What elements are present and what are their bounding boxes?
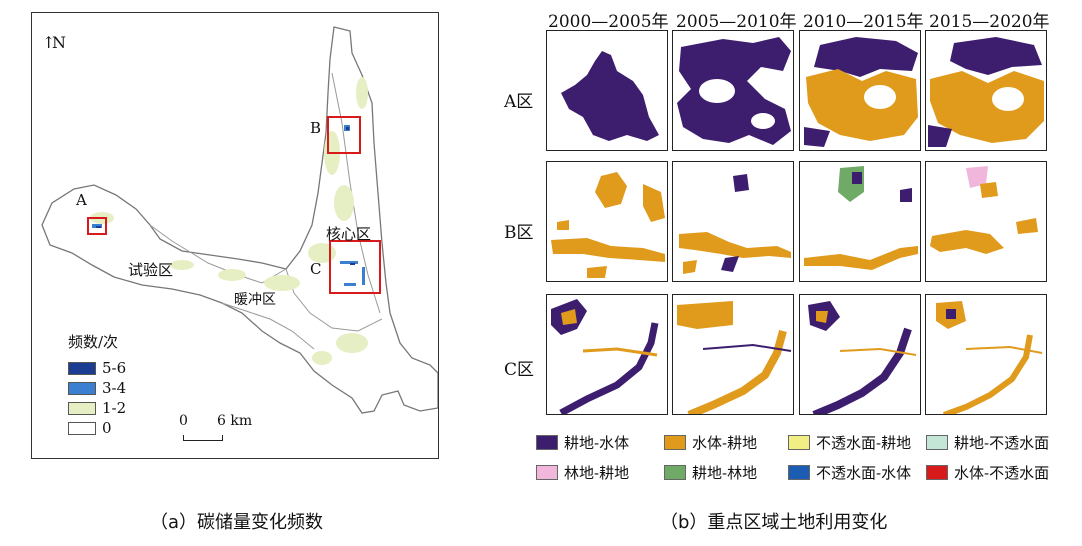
legend-label: 不透水面-水体 [816,464,912,482]
cell-a-2000-2005 [546,30,668,151]
legend-label: 5-6 [102,359,127,377]
cell-b-2000-2005 [546,161,668,282]
north-arrow-icon: ↑ [42,33,56,52]
north-arrow: ↑N [42,33,66,52]
high-frequency-patches [96,127,355,265]
zone-c-label: C [310,260,322,278]
legend-label: 不透水面-耕地 [816,434,912,452]
legend-swatch [68,401,96,415]
test-zone-label: 试验区 [128,261,174,279]
landuse-legend-item: 水体-耕地 [664,432,757,453]
legend-label: 0 [102,419,112,437]
cell-c-2010-2015 [799,294,921,415]
row-label-a: A区 [504,92,534,112]
buffer-zone-label: 暖冲区 [234,292,276,308]
row-label-c: C区 [504,360,535,380]
legend-label: 水体-耕地 [692,434,758,452]
zone-line [221,302,315,350]
legend-swatch [68,381,96,395]
caption-a: （a）碳储量变化频数 [150,512,324,533]
legend-swatch [536,465,558,480]
caption-b: （b）重点区域土地利用变化 [660,512,888,533]
cell-a-2010-2015 [799,30,921,151]
scale-value: 6 km [217,413,253,429]
carbon-change-frequency-map: ↑N A B C 核心区 试验区 暖冲区 频数/次 5-6 3-4 1-2 0 … [31,12,439,459]
period-header: 2000—2005年 [548,12,669,32]
cell-b-2010-2015 [799,161,921,282]
landuse-legend-item: 不透水面-耕地 [788,432,911,453]
cell-c-2000-2005 [546,294,668,415]
legend-swatch [536,435,558,450]
landuse-legend-item: 耕地-林地 [664,462,757,483]
north-label: N [52,33,66,52]
legend-title: 频数/次 [68,333,119,351]
core-zone-label: 核心区 [326,225,372,243]
legend-swatch [664,435,686,450]
legend-swatch [926,435,948,450]
landuse-legend-item: 耕地-水体 [536,432,629,453]
legend-item: 5-6 [68,358,126,378]
landuse-legend-item: 耕地-不透水面 [926,432,1049,453]
zone-line [331,72,381,314]
legend-label: 耕地-林地 [692,464,758,482]
frequency-legend: 频数/次 5-6 3-4 1-2 0 [68,331,126,438]
cell-a-2005-2010 [672,30,794,151]
legend-swatch [68,421,96,435]
landuse-legend-item: 林地-耕地 [536,462,629,483]
legend-swatch [926,465,948,480]
cell-c-2015-2020 [925,294,1047,415]
zone-c-box [329,240,381,294]
cell-b-2015-2020 [925,161,1047,282]
legend-item: 0 [68,418,126,438]
row-label-b: B区 [504,223,534,243]
zone-b-box [327,116,361,154]
legend-label: 耕地-水体 [564,434,630,452]
cell-a-2015-2020 [925,30,1047,151]
legend-label: 3-4 [102,379,127,397]
reserve-boundary-map [41,26,438,414]
zone-b-label: B [310,119,322,137]
legend-label: 耕地-不透水面 [954,434,1050,452]
cell-b-2005-2010 [672,161,794,282]
scale-zero: 0 [179,413,188,429]
legend-label: 1-2 [102,399,127,417]
landuse-legend-item: 不透水面-水体 [788,462,911,483]
zone-a-label: A [76,191,87,209]
legend-swatch [664,465,686,480]
low-frequency-patches [90,77,368,365]
legend-swatch [788,465,810,480]
legend-item: 3-4 [68,378,126,398]
period-header: 2015—2020年 [929,12,1050,32]
period-header: 2005—2010年 [676,12,797,32]
cell-c-2005-2010 [672,294,794,415]
legend-swatch [788,435,810,450]
legend-item: 1-2 [68,398,126,418]
legend-swatch [68,361,96,375]
period-header: 2010—2015年 [803,12,924,32]
scale-bar-line [183,435,223,441]
landuse-legend-item: 水体-不透水面 [926,462,1049,483]
legend-label: 林地-耕地 [564,464,630,482]
legend-label: 水体-不透水面 [954,464,1050,482]
zone-a-box [87,217,107,235]
